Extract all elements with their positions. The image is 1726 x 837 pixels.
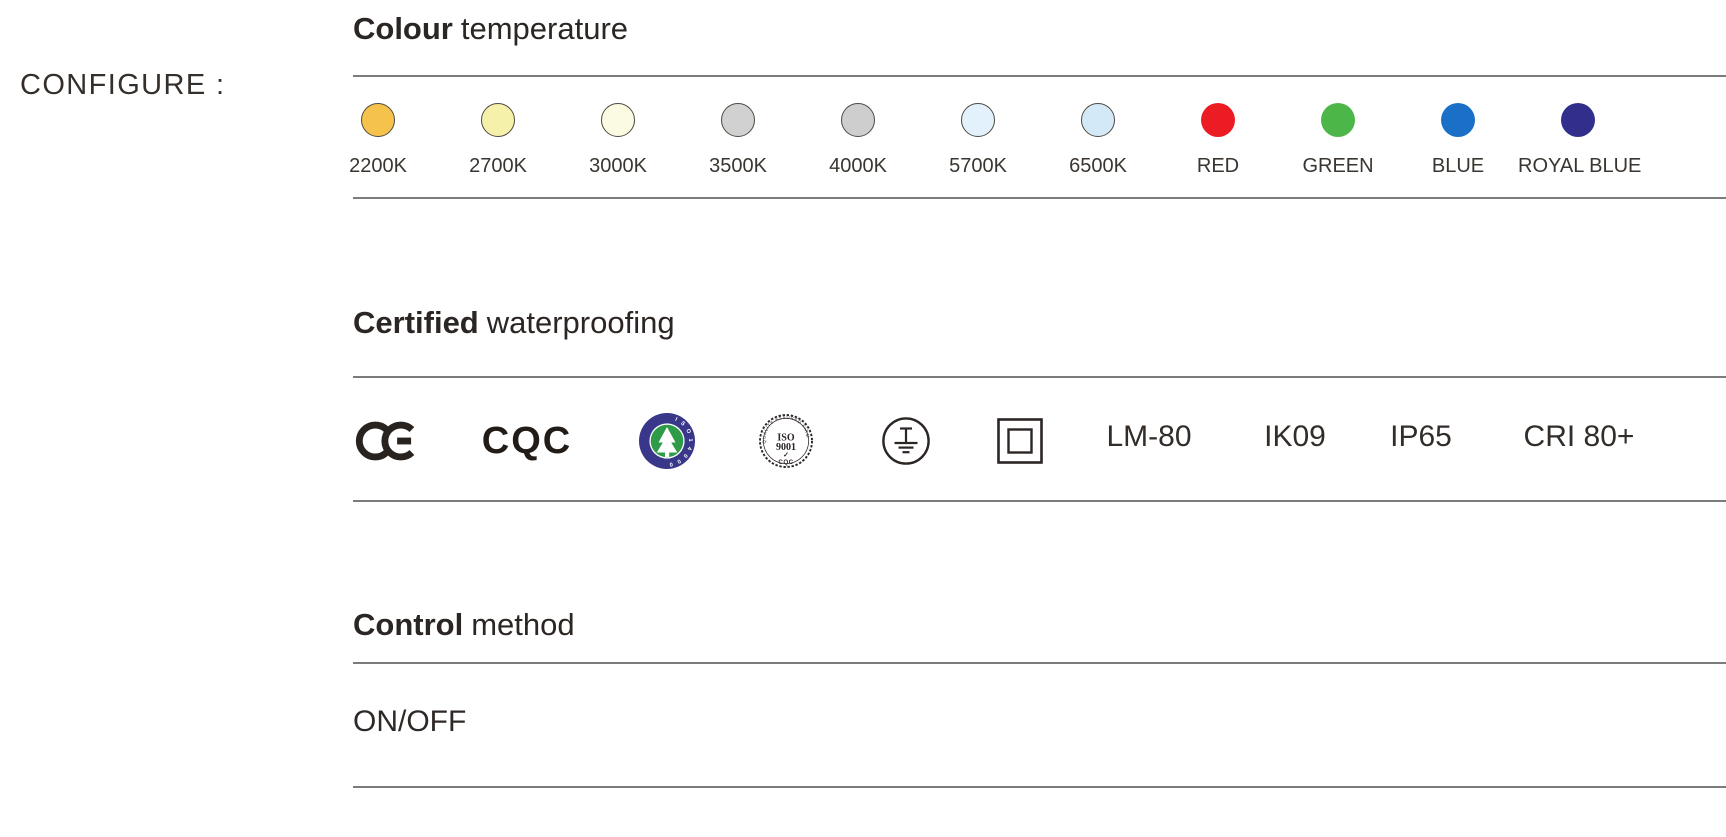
heading-bold-part: Control <box>353 607 464 642</box>
colour-temperature-heading: Colour temperature <box>353 13 628 44</box>
colour-swatch-label: 6500K <box>1069 155 1127 177</box>
colour-swatch-label: BLUE <box>1431 155 1485 177</box>
divider-line <box>353 786 1726 788</box>
colour-swatch-dot[interactable] <box>1201 103 1235 137</box>
rating-cri-80-: CRI 80+ <box>1523 420 1635 453</box>
colour-swatch-label: GREEN <box>1302 155 1374 177</box>
divider-line <box>353 376 1726 378</box>
colour-swatch-dot[interactable] <box>481 103 515 137</box>
colour-swatch-label: 5700K <box>949 155 1007 177</box>
colour-swatch-label: 2700K <box>469 155 527 177</box>
ce-mark-icon <box>355 420 421 462</box>
swatch-option-royal-blue[interactable]: ROYAL BLUE <box>1518 103 1642 177</box>
swatch-option-5700k[interactable]: 5700K <box>918 103 1038 176</box>
colour-swatch-dot[interactable] <box>721 103 755 137</box>
configure-label: CONFIGURE : <box>20 69 226 101</box>
swatch-option-3000k[interactable]: 3000K <box>558 103 678 176</box>
svg-text:CQC: CQC <box>778 459 793 466</box>
tree-icon <box>656 427 678 457</box>
rating-ip65: IP65 <box>1390 420 1452 453</box>
svg-text:ISO: ISO <box>777 433 794 444</box>
colour-swatch-label: ROYAL BLUE <box>1518 155 1642 177</box>
colour-swatch-dot[interactable] <box>1081 103 1115 137</box>
colour-swatch-dot[interactable] <box>961 103 995 137</box>
swatch-option-green[interactable]: GREEN <box>1278 103 1398 176</box>
protective-earth-icon <box>881 416 931 466</box>
cqc-logo: CQC <box>481 420 573 462</box>
swatch-option-2700k[interactable]: 2700K <box>438 103 558 176</box>
iso14000-badge-icon: I S O 1 4 0 0 0 <box>638 412 696 470</box>
swatch-option-4000k[interactable]: 4000K <box>798 103 918 176</box>
colour-swatch-label: 2200K <box>349 155 407 177</box>
colour-swatch-dot[interactable] <box>1561 103 1595 137</box>
certified-waterproofing-heading: Certified waterproofing <box>353 307 675 338</box>
swatch-option-red[interactable]: RED <box>1158 103 1278 176</box>
colour-swatch-dot[interactable] <box>841 103 875 137</box>
rating-lm-80: LM-80 <box>1106 420 1192 453</box>
divider-line <box>353 500 1726 502</box>
colour-swatch-dot[interactable] <box>361 103 395 137</box>
colour-swatch-dot[interactable] <box>1321 103 1355 137</box>
divider-line <box>353 197 1726 199</box>
divider-line <box>353 75 1726 77</box>
divider-line <box>353 662 1726 664</box>
heading-bold-part: Colour <box>353 11 453 46</box>
colour-swatch-label: 4000K <box>829 155 887 177</box>
heading-rest-part: method <box>471 607 575 642</box>
colour-swatch-label: RED <box>1196 155 1240 177</box>
control-method-heading: Control method <box>353 609 575 640</box>
swatch-option-3500k[interactable]: 3500K <box>678 103 798 176</box>
class-ii-insulation-icon <box>996 417 1044 465</box>
svg-text:✓: ✓ <box>783 452 789 459</box>
swatch-option-blue[interactable]: BLUE <box>1398 103 1518 176</box>
swatch-option-6500k[interactable]: 6500K <box>1038 103 1158 176</box>
colour-swatch-label: 3000K <box>589 155 647 177</box>
heading-rest-part: waterproofing <box>486 305 675 340</box>
iso9001-badge-icon: QUALITY ASSURED FIRM ISO 9001 ✓ CQC <box>758 413 814 469</box>
heading-bold-part: Certified <box>353 305 479 340</box>
rating-ik09: IK09 <box>1264 420 1326 453</box>
swatch-option-2200k[interactable]: 2200K <box>318 103 438 176</box>
colour-swatch-label: 3500K <box>709 155 767 177</box>
svg-text:9001: 9001 <box>776 442 796 453</box>
colour-swatch-dot[interactable] <box>1441 103 1475 137</box>
colour-swatch-dot[interactable] <box>601 103 635 137</box>
heading-rest-part: temperature <box>460 11 629 46</box>
control-method-option-onoff[interactable]: ON/OFF <box>353 705 467 738</box>
